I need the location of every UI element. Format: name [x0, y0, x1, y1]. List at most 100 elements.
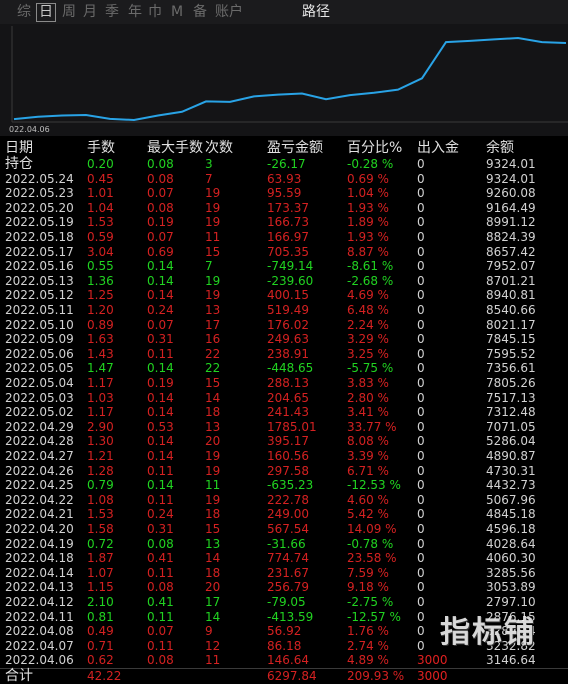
table-row[interactable]: 2022.04.07 0.71 0.11 12 86.18 2.74 % 0 3232.82 [0, 639, 568, 654]
row-percent: 6.71 % [347, 463, 389, 478]
row-date: 2022.05.02 [5, 405, 74, 420]
row-max-qty: 0.07 [147, 186, 174, 201]
table-row[interactable]: 2022.04.20 1.58 0.31 15 567.54 14.09 % 0 4596.1… [0, 522, 568, 537]
row-date: 2022.04.07 [5, 638, 74, 653]
row-max-qty: 0.19 [147, 215, 174, 230]
tab-overview[interactable]: 综 [17, 4, 31, 20]
table-row[interactable]: 2022.05.24 0.45 0.08 7 63.93 0.69 % 0 9324.01 [0, 172, 568, 187]
row-percent: -0.28 % [347, 157, 394, 171]
row-qty: 1.20 [87, 303, 114, 317]
table-row[interactable]: 2022.05.03 1.03 0.14 14 204.65 2.80 % 0 7517.13 [0, 391, 568, 406]
row-flow: 0 [417, 434, 425, 449]
row-pnl: 256.79 [267, 580, 309, 595]
table-row[interactable]: 2022.04.08 0.49 0.07 9 56.92 1.76 % 0 3289.74 [0, 624, 568, 639]
header-date: 日期 [5, 140, 33, 156]
row-flow: 0 [417, 419, 425, 434]
row-count: 19 [205, 215, 221, 230]
table-row[interactable]: 2022.05.10 0.89 0.07 17 176.02 2.24 % 0 8021.17 [0, 318, 568, 333]
row-count: 14 [205, 390, 221, 405]
row-balance: 3146.64 [486, 653, 536, 668]
row-count: 9 [205, 624, 213, 639]
table-row[interactable]: 2022.04.22 1.08 0.11 19 222.78 4.60 % 0 5067.96 [0, 493, 568, 508]
table-row[interactable]: 2022.04.06 0.62 0.08 11 146.64 4.89 % 3000 3146… [0, 653, 568, 668]
row-flow: 0 [417, 580, 425, 595]
table-row[interactable]: 合计 42.22 6297.84 209.93 % 3000 [0, 668, 568, 684]
table-row[interactable]: 2022.05.09 1.63 0.31 16 249.63 3.29 % 0 7845.15 [0, 332, 568, 347]
tab-account[interactable]: 账户 [215, 4, 243, 20]
row-percent: 8.08 % [347, 434, 389, 449]
tab-path[interactable]: 路径 [302, 4, 330, 20]
table-row[interactable]: 2022.05.18 0.59 0.07 11 166.97 1.93 % 0 8824.39 [0, 230, 568, 245]
balance-chart: 022.04.06 [0, 24, 568, 136]
row-date: 2022.05.12 [5, 288, 74, 303]
row-date: 2022.04.25 [5, 478, 74, 493]
table-row[interactable]: 2022.04.27 1.21 0.14 19 160.56 3.39 % 0 4890.87 [0, 449, 568, 464]
table-row[interactable]: 2022.05.20 1.04 0.08 19 173.37 1.93 % 0 9164.49 [0, 201, 568, 216]
row-max-qty: 0.41 [147, 551, 174, 566]
row-count: 20 [205, 434, 221, 449]
table-row[interactable]: 2022.05.17 3.04 0.69 15 705.35 8.87 % 0 8657.42 [0, 245, 568, 260]
row-pnl: -31.66 [267, 536, 306, 551]
row-balance: 8701.21 [486, 273, 536, 288]
table-row[interactable]: 2022.05.12 1.25 0.14 19 400.15 4.69 % 0 8940.81 [0, 288, 568, 303]
table-row[interactable]: 2022.05.13 1.36 0.14 19 -239.60 -2.68 % 0 8701.… [0, 274, 568, 289]
row-max-qty: 0.14 [147, 361, 174, 376]
table-row[interactable]: 2022.05.19 1.53 0.19 19 166.73 1.89 % 0 8991.12 [0, 215, 568, 230]
table-row[interactable]: 2022.05.06 1.43 0.11 22 238.91 3.25 % 0 7595.52 [0, 347, 568, 362]
tab-daily[interactable]: 日 [36, 3, 56, 22]
table-row[interactable]: 2022.04.12 2.10 0.41 17 -79.05 -2.75 % 0 2797.1… [0, 595, 568, 610]
row-max-qty: 0.07 [147, 230, 174, 244]
chart-x-label: 022.04.06 [9, 125, 50, 134]
row-date: 2022.05.24 [5, 171, 74, 186]
tab-backup[interactable]: 备 [193, 4, 207, 20]
row-percent: 4.60 % [347, 492, 389, 507]
row-max-qty: 0.11 [147, 638, 174, 653]
row-balance: 4432.73 [486, 478, 536, 493]
row-flow: 0 [417, 595, 425, 609]
tab-m[interactable]: M [171, 4, 184, 20]
row-date: 2022.04.19 [5, 536, 74, 551]
table-row[interactable]: 2022.04.26 1.28 0.11 19 297.58 6.71 % 0 4730.31 [0, 464, 568, 479]
row-count: 19 [205, 463, 221, 478]
row-max-qty: 0.11 [147, 346, 174, 361]
table-row[interactable]: 2022.04.25 0.79 0.14 11 -635.23 -12.53 % 0 4432… [0, 478, 568, 493]
row-max-qty: 0.11 [147, 463, 174, 478]
table-row[interactable]: 2022.04.11 0.81 0.11 14 -413.59 -12.57 % 0 2876… [0, 610, 568, 625]
row-date: 2022.05.23 [5, 186, 74, 201]
row-flow: 0 [417, 259, 425, 274]
row-flow: 0 [417, 230, 425, 244]
row-qty: 0.72 [87, 536, 114, 551]
table-row[interactable]: 2022.05.02 1.17 0.14 18 241.43 3.41 % 0 7312.48 [0, 405, 568, 420]
table-row[interactable]: 2022.04.29 2.90 0.53 13 1785.01 33.77 % 0 7071.… [0, 420, 568, 435]
table-row[interactable]: 2022.04.14 1.07 0.11 18 231.67 7.59 % 0 3285.56 [0, 566, 568, 581]
row-date: 持仓 [5, 156, 33, 172]
table-row[interactable]: 2022.05.23 1.01 0.07 19 95.59 1.04 % 0 9260.08 [0, 186, 568, 201]
table-row[interactable]: 2022.04.21 1.53 0.24 18 249.00 5.42 % 0 4845.18 [0, 507, 568, 522]
row-qty: 0.45 [87, 171, 114, 186]
table-row[interactable]: 2022.04.13 1.15 0.08 20 256.79 9.18 % 0 3053.89 [0, 580, 568, 595]
table-row[interactable]: 2022.04.19 0.72 0.08 13 -31.66 -0.78 % 0 4028.6… [0, 537, 568, 552]
table-row[interactable]: 2022.04.18 1.87 0.41 14 774.74 23.58 % 0 4060.3… [0, 551, 568, 566]
row-max-qty: 0.08 [147, 580, 174, 595]
table-row[interactable]: 2022.05.11 1.20 0.24 13 519.49 6.48 % 0 8540.66 [0, 303, 568, 318]
table-row[interactable]: 2022.05.16 0.55 0.14 7 -749.14 -8.61 % 0 7952.0… [0, 259, 568, 274]
row-flow: 0 [417, 171, 425, 186]
tab-custom[interactable]: 巾 [148, 4, 162, 20]
row-max-qty: 0.53 [147, 419, 174, 434]
table-row[interactable]: 2022.04.28 1.30 0.14 20 395.17 8.08 % 0 5286.04 [0, 434, 568, 449]
row-balance: 4845.18 [486, 507, 536, 522]
tab-monthly[interactable]: 月 [83, 4, 97, 20]
row-percent: 6.48 % [347, 303, 389, 317]
table-row[interactable]: 2022.05.04 1.17 0.19 15 288.13 3.83 % 0 7805.26 [0, 376, 568, 391]
table-row[interactable]: 持仓 0.20 0.08 3 -26.17 -0.28 % 0 9324.01 [0, 157, 568, 172]
table-row[interactable]: 2022.05.05 1.47 0.14 22 -448.65 -5.75 % 0 7356.… [0, 361, 568, 376]
row-count: 19 [205, 186, 221, 201]
tab-yearly[interactable]: 年 [128, 4, 142, 20]
row-count: 19 [205, 200, 221, 215]
tab-quarterly[interactable]: 季 [105, 4, 119, 20]
row-date: 2022.05.10 [5, 317, 74, 332]
tab-weekly[interactable]: 周 [62, 4, 76, 20]
row-flow: 0 [417, 273, 425, 288]
row-date: 2022.04.13 [5, 580, 74, 595]
row-max-qty: 0.14 [147, 434, 174, 449]
